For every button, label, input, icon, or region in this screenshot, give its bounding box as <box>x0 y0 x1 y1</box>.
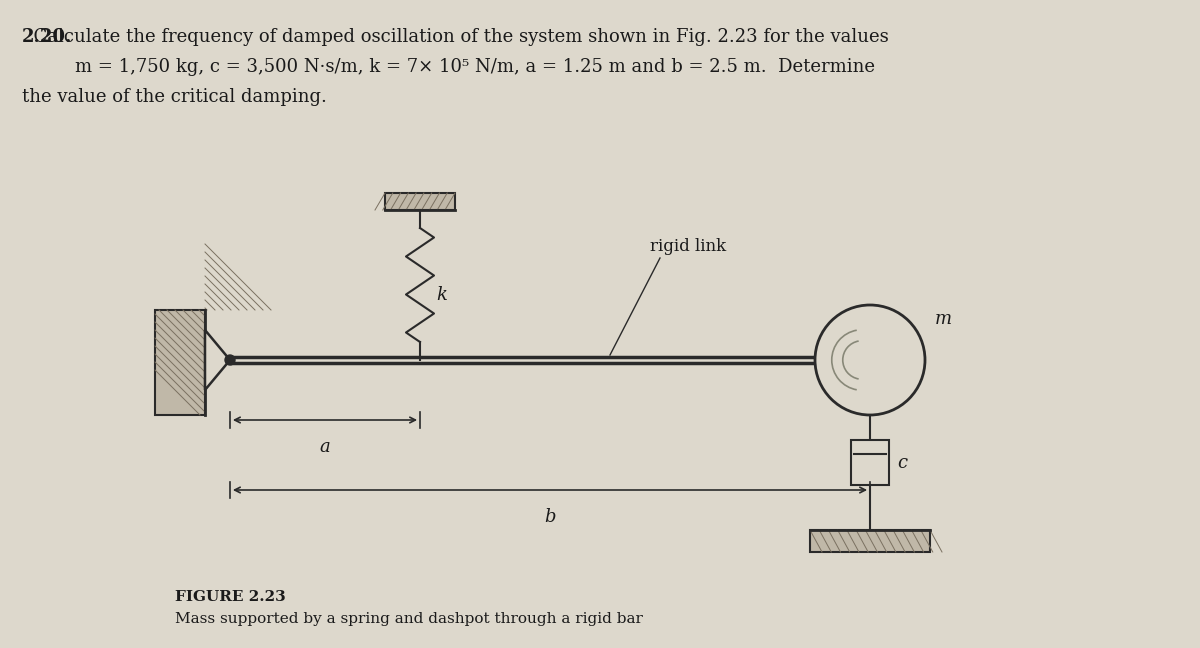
Bar <box>810 530 930 552</box>
Polygon shape <box>205 330 230 390</box>
Text: m = 1,750 kg, c = 3,500 N·s/m, k = 7× 10⁵ N/m, a = 1.25 m and b = 2.5 m.  Determ: m = 1,750 kg, c = 3,500 N·s/m, k = 7× 10… <box>74 58 875 76</box>
Text: the value of the critical damping.: the value of the critical damping. <box>22 88 326 106</box>
Text: k: k <box>436 286 446 304</box>
Circle shape <box>815 305 925 415</box>
Bar <box>385 193 455 210</box>
Text: rigid link: rigid link <box>650 238 726 255</box>
Text: Calculate the frequency of damped oscillation of the system shown in Fig. 2.23 f: Calculate the frequency of damped oscill… <box>22 28 889 46</box>
Text: b: b <box>545 508 556 526</box>
Circle shape <box>226 355 235 365</box>
Text: Mass supported by a spring and dashpot through a rigid bar: Mass supported by a spring and dashpot t… <box>175 612 643 626</box>
Text: FIGURE 2.23: FIGURE 2.23 <box>175 590 286 604</box>
Bar <box>851 440 889 485</box>
Text: m: m <box>935 310 952 328</box>
Text: a: a <box>319 438 330 456</box>
Bar <box>155 310 205 415</box>
Text: c: c <box>898 454 907 472</box>
Text: 2.20.: 2.20. <box>22 28 72 46</box>
